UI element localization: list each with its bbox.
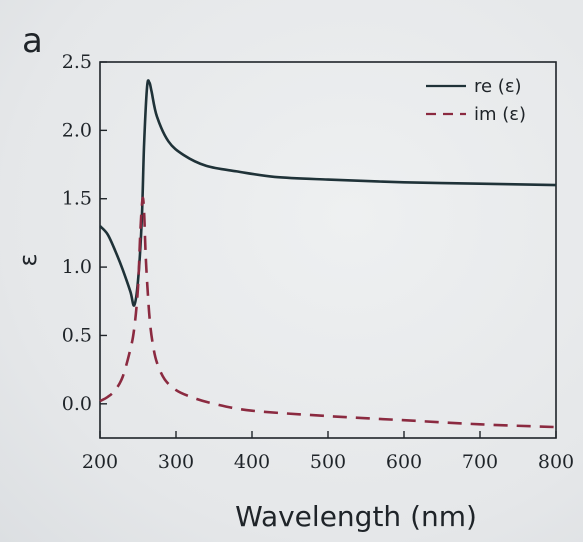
series-layer: [99, 79, 557, 429]
y-axis-title: ε: [14, 254, 42, 267]
x-axis-title: Wavelength (nm): [235, 500, 477, 533]
x-tick-label: 300: [158, 451, 194, 473]
y-tick-label: 0.0: [62, 393, 92, 415]
series-line-im: [99, 196, 557, 429]
legend-label-re: re (ε): [474, 76, 522, 97]
x-tick-label: 600: [386, 451, 422, 473]
panel-label: a: [22, 21, 43, 61]
y-tick-label: 2.5: [62, 51, 92, 73]
x-tick-label: 800: [538, 451, 574, 473]
x-tick-label: 700: [462, 451, 498, 473]
y-tick-label: 0.5: [62, 324, 92, 346]
x-tick-label: 400: [234, 451, 270, 473]
legend: re (ε) im (ε): [426, 76, 526, 125]
legend-label-im: im (ε): [474, 104, 526, 125]
x-axis: 200 300 400 500 600 700 800: [82, 431, 574, 473]
x-tick-label: 200: [82, 451, 118, 473]
y-tick-label: 1.0: [62, 256, 92, 278]
x-tick-label: 500: [310, 451, 346, 473]
y-axis: 0.0 0.5 1.0 1.5 2.0 2.5: [62, 51, 107, 415]
y-tick-label: 2.0: [62, 119, 92, 141]
y-tick-label: 1.5: [62, 188, 92, 210]
series-line-re: [99, 79, 557, 307]
